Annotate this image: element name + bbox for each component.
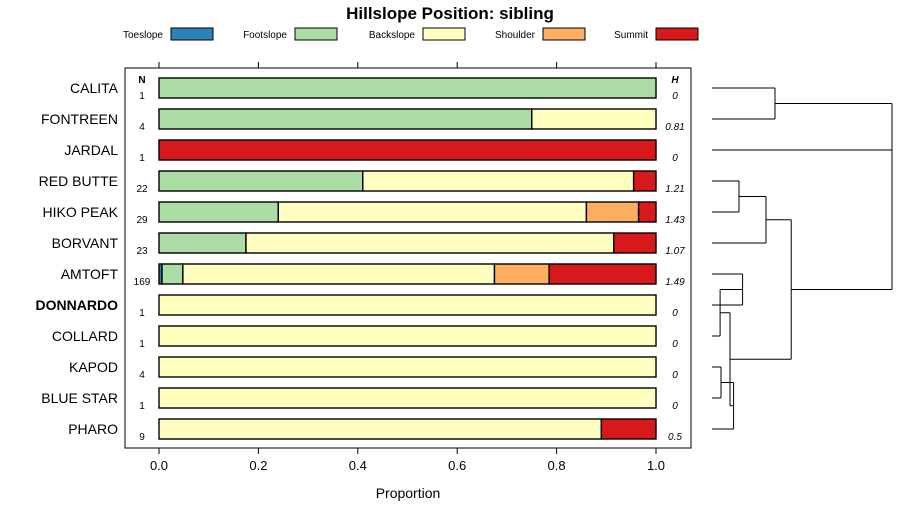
n-header: N (138, 75, 145, 86)
legend-label-summit: Summit (614, 30, 648, 41)
row-label-calita: CALITA (70, 80, 119, 96)
row-n-blue-star: 1 (139, 401, 145, 412)
row-n-red-butte: 22 (136, 184, 148, 195)
bar-segment-amtoft-footslope (161, 263, 184, 285)
legend-label-footslope: Footslope (243, 30, 287, 41)
bar-segment-red-butte-footslope (158, 170, 364, 192)
row-h-borvant: 1.07 (665, 246, 685, 257)
bar-segment-borvant-footslope (158, 232, 247, 254)
row-n-calita: 1 (139, 91, 145, 102)
chart-title: Hillslope Position: sibling (346, 4, 554, 23)
row-label-fontreen: FONTREEN (41, 111, 118, 127)
legend-swatch-toeslope (170, 27, 214, 41)
row-n-donnardo: 1 (139, 308, 145, 319)
row-h-jardal: 0 (672, 153, 678, 164)
bar-segment-red-butte-backslope (362, 170, 635, 192)
plot-frame (124, 67, 692, 449)
row-h-red-butte: 1.21 (665, 184, 684, 195)
legend-label-shoulder: Shoulder (495, 30, 536, 41)
row-label-blue-star: BLUE STAR (41, 390, 118, 406)
row-h-fontreen: 0.81 (665, 122, 684, 133)
x-tick-label-1: 0.2 (249, 458, 267, 473)
row-h-kapod: 0 (672, 370, 678, 381)
row-label-pharo: PHARO (68, 421, 118, 437)
row-n-fontreen: 4 (139, 122, 145, 133)
row-label-red-butte: RED BUTTE (39, 173, 118, 189)
row-n-borvant: 23 (136, 246, 148, 257)
row-h-pharo: 0.5 (668, 432, 682, 443)
legend: Toeslope Footslope Backslope Shoulder Summit (123, 27, 699, 41)
x-axis-label: Proportion (376, 485, 441, 501)
row-h-donnardo: 0 (672, 308, 678, 319)
bar-segment-amtoft-backslope (182, 263, 496, 285)
bar-segment-red-butte-summit (632, 170, 657, 192)
row-label-borvant: BORVANT (52, 235, 119, 251)
row-h-calita: 0 (672, 91, 678, 102)
x-tick-label-5: 1.0 (647, 458, 665, 473)
plot-area: 0.0 0.2 0.4 0.6 0.8 1.0 N H CALITA 1 0 FONTREEN 4 0.8… (36, 62, 692, 473)
row-h-amtoft: 1.49 (665, 277, 685, 288)
bar-segment-donnardo-backslope (158, 294, 657, 316)
row-n-collard: 1 (139, 339, 145, 350)
x-tick-label-3: 0.6 (448, 458, 466, 473)
legend-swatch-shoulder (542, 27, 586, 41)
row-h-collard: 0 (672, 339, 678, 350)
row-label-donnardo: DONNARDO (36, 297, 119, 313)
row-label-hiko-peak: HIKO PEAK (43, 204, 119, 220)
bar-segment-hiko-peak-summit (637, 201, 657, 223)
dendrogram (712, 87, 893, 430)
row-h-blue-star: 0 (672, 401, 678, 412)
bar-segment-amtoft-summit (548, 263, 657, 285)
bar-segment-kapod-backslope (158, 356, 657, 378)
row-h-hiko-peak: 1.43 (665, 215, 685, 226)
bar-segment-collard-backslope (158, 325, 657, 347)
legend-swatch-footslope (294, 27, 338, 41)
bar-segment-fontreen-backslope (531, 108, 657, 130)
row-n-amtoft: 169 (134, 277, 151, 288)
bar-segment-hiko-peak-backslope (277, 201, 588, 223)
bar-segment-blue-star-backslope (158, 387, 657, 409)
legend-label-toeslope: Toeslope (123, 30, 163, 41)
bar-segment-borvant-summit (613, 232, 657, 254)
row-n-pharo: 9 (139, 432, 145, 443)
legend-label-backslope: Backslope (369, 30, 416, 41)
bar-segment-fontreen-footslope (158, 108, 533, 130)
legend-swatch-summit (655, 27, 699, 41)
bar-segment-jardal-summit (158, 139, 657, 161)
row-n-kapod: 4 (139, 370, 145, 381)
bar-segment-hiko-peak-shoulder (585, 201, 640, 223)
h-header: H (671, 75, 679, 86)
bar-segment-amtoft-shoulder (493, 263, 550, 285)
bar-segment-pharo-summit (600, 418, 657, 440)
row-label-jardal: JARDAL (64, 142, 118, 158)
row-n-jardal: 1 (139, 153, 145, 164)
bar-segment-borvant-backslope (245, 232, 615, 254)
legend-swatch-backslope (422, 27, 466, 41)
bar-segment-calita-footslope (158, 77, 657, 99)
x-tick-label-0: 0.0 (150, 458, 168, 473)
row-label-collard: COLLARD (52, 328, 118, 344)
bar-segment-pharo-backslope (158, 418, 603, 440)
row-label-amtoft: AMTOFT (61, 266, 119, 282)
row-n-hiko-peak: 29 (136, 215, 148, 226)
row-label-kapod: KAPOD (69, 359, 118, 375)
x-tick-label-2: 0.4 (349, 458, 367, 473)
bar-segment-hiko-peak-footslope (158, 201, 279, 223)
x-tick-label-4: 0.8 (548, 458, 566, 473)
